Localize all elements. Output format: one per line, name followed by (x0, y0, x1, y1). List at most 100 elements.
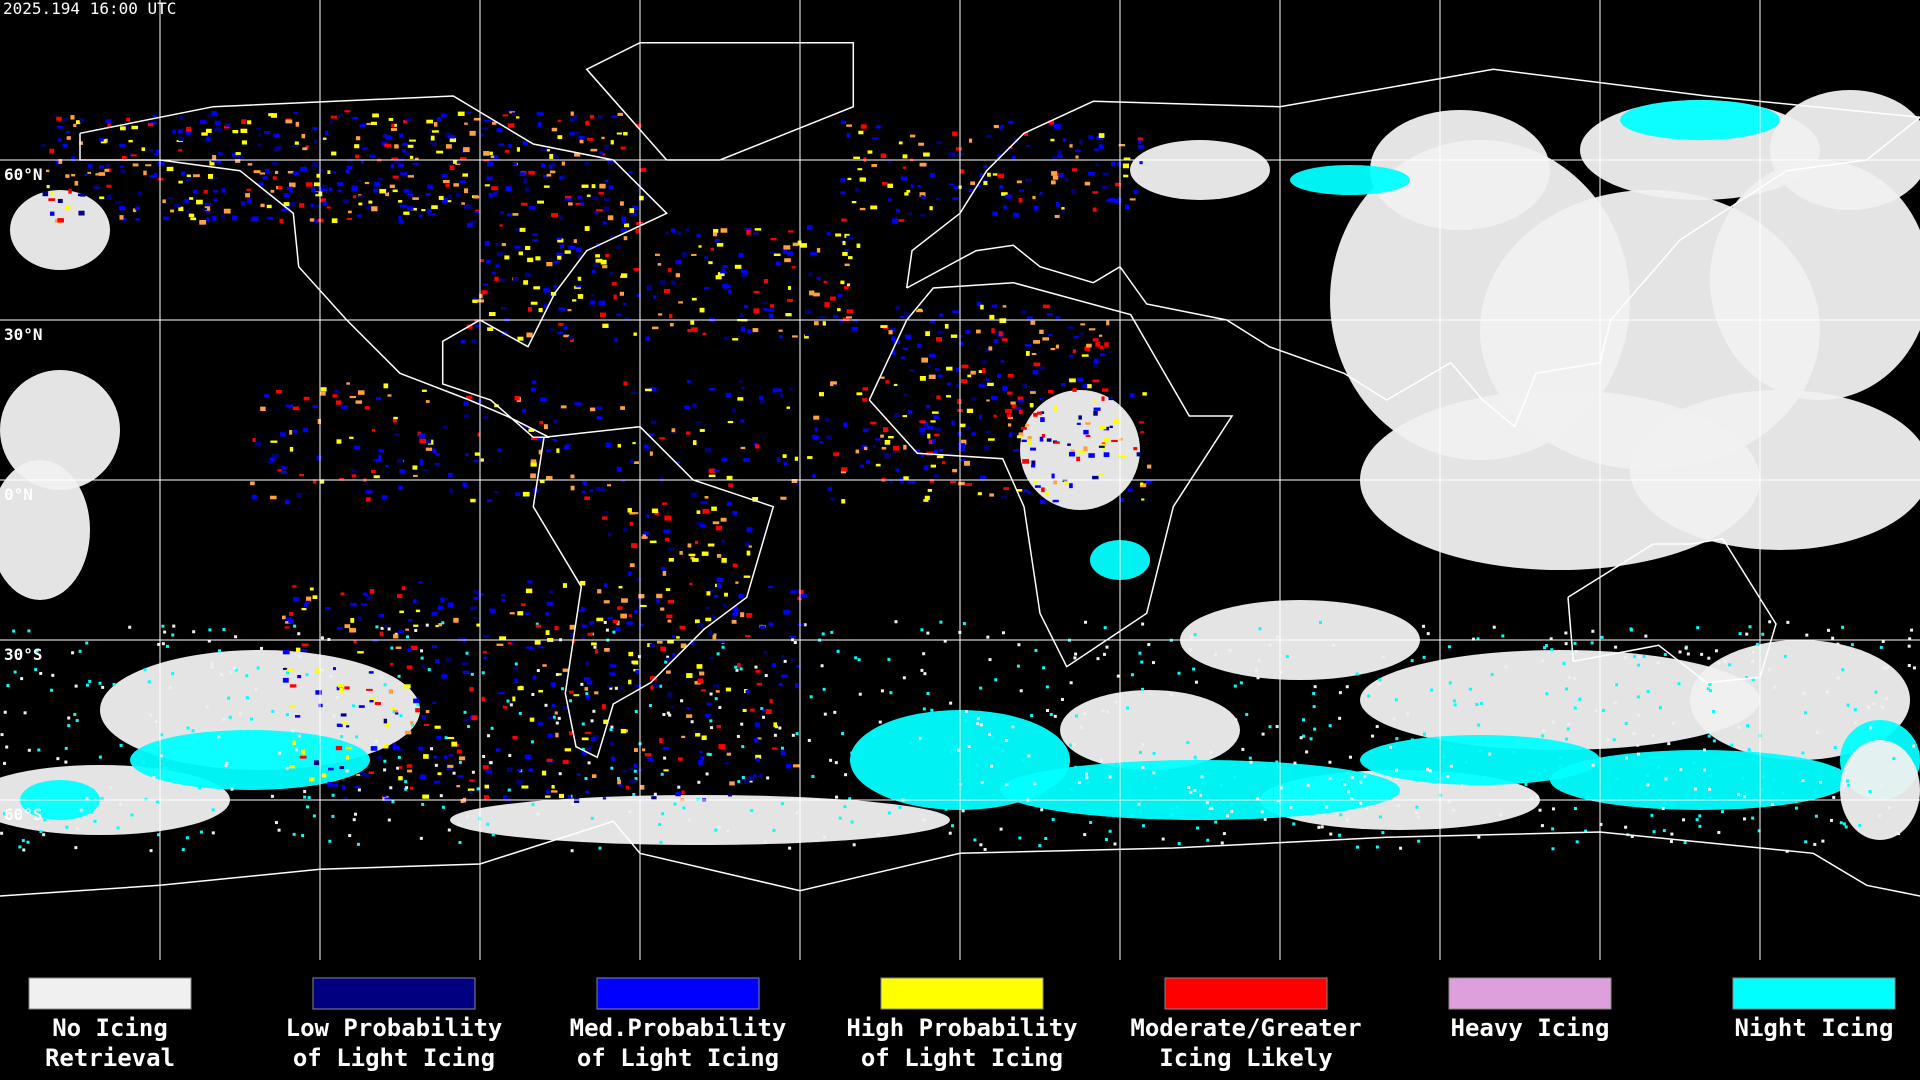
icing-speck (690, 640, 695, 645)
icing-speck (491, 271, 496, 275)
icing-speck (753, 738, 759, 743)
icing-speck (744, 541, 751, 547)
cloud-speck (1302, 718, 1306, 722)
cloud-speck (75, 719, 79, 723)
icing-speck (660, 607, 665, 611)
icing-speck (370, 746, 378, 751)
cloud-speck (1663, 652, 1667, 656)
lat-label: 30°N (4, 325, 43, 344)
cloud-speck (1377, 682, 1381, 686)
icing-speck (762, 301, 767, 304)
icing-speck (1051, 171, 1058, 176)
cloud-speck (739, 667, 743, 671)
icing-speck (205, 128, 212, 133)
cloud-speck (1746, 724, 1750, 728)
legend-label: Icing Likely (1159, 1044, 1332, 1072)
icing-speck (517, 768, 521, 772)
icing-speck (965, 483, 972, 486)
cloud-speck (458, 840, 462, 844)
cloud-speck (397, 674, 401, 678)
cloud-speck (471, 770, 475, 774)
lat-label: 60°N (4, 165, 43, 184)
cloud-speck (224, 764, 228, 768)
icing-speck (639, 168, 647, 172)
icing-speck (732, 611, 739, 617)
icing-speck (481, 696, 485, 702)
icing-speck (547, 733, 553, 738)
cloud-speck (1306, 783, 1310, 787)
cloud-speck (211, 831, 215, 835)
icing-speck (702, 332, 707, 335)
cloud-speck (1803, 711, 1807, 715)
cloud-speck (1651, 733, 1655, 737)
cloud-speck (1551, 827, 1555, 831)
cloud-speck (465, 651, 469, 655)
icing-speck (895, 468, 900, 472)
cloud-speck (1049, 712, 1053, 716)
icing-speck (206, 210, 211, 213)
cloud-speck (1781, 791, 1785, 795)
cloud-speck (1317, 825, 1321, 829)
icing-speck (670, 705, 675, 709)
cloud-speck (207, 639, 211, 643)
icing-speck (434, 725, 441, 729)
icing-speck (691, 558, 699, 562)
icing-speck (344, 110, 351, 113)
cloud-speck (387, 818, 391, 822)
icing-speck (484, 784, 489, 789)
icing-speck (1052, 175, 1059, 180)
icing-speck (512, 735, 518, 740)
icing-speck (638, 594, 645, 599)
icing-speck (424, 468, 429, 471)
icing-speck (368, 671, 374, 674)
icing-speck (268, 113, 274, 117)
icing-speck (656, 598, 660, 603)
icing-speck (804, 334, 809, 339)
icing-speck (629, 563, 635, 568)
icing-speck (437, 772, 442, 776)
cloud-speck (100, 796, 104, 800)
icing-speck (260, 406, 266, 412)
cloud-speck (101, 685, 105, 689)
icing-speck (524, 754, 532, 760)
icing-speck (579, 139, 584, 144)
icing-speck (421, 664, 425, 669)
icing-speck (577, 254, 583, 259)
icing-speck (712, 635, 717, 640)
cloud-speck (1804, 840, 1808, 844)
icing-speck (663, 769, 669, 772)
icing-speck (371, 206, 378, 212)
icing-speck (277, 469, 282, 472)
icing-speck (514, 678, 518, 683)
icing-speck (933, 433, 940, 437)
icing-speck (1039, 329, 1044, 334)
cloud-speck (1682, 818, 1686, 822)
cloud-speck (1033, 782, 1037, 786)
icing-speck (498, 278, 506, 283)
cloud-speck (661, 812, 665, 816)
icing-speck (988, 346, 993, 351)
icing-speck (274, 170, 279, 174)
cloud-speck (1449, 764, 1453, 768)
cloud-speck (741, 745, 745, 749)
icing-speck (690, 320, 695, 325)
icing-speck (1027, 440, 1032, 445)
icing-speck (680, 643, 687, 649)
icing-speck (462, 482, 468, 488)
icing-speck (418, 214, 423, 218)
icing-speck (955, 147, 963, 151)
icing-speck (185, 129, 192, 135)
icing-speck (827, 487, 833, 491)
icing-speck (537, 122, 542, 128)
cloud-speck (658, 823, 662, 827)
cloud-speck (1908, 637, 1912, 641)
icing-speck (623, 131, 628, 136)
icing-speck (631, 212, 637, 216)
icing-speck (668, 557, 674, 562)
icing-speck (497, 448, 502, 452)
cloud-speck (1106, 710, 1110, 714)
icing-speck (999, 184, 1004, 189)
icing-speck (608, 185, 614, 190)
cloud-speck (1202, 781, 1206, 785)
icing-speck (415, 157, 419, 160)
